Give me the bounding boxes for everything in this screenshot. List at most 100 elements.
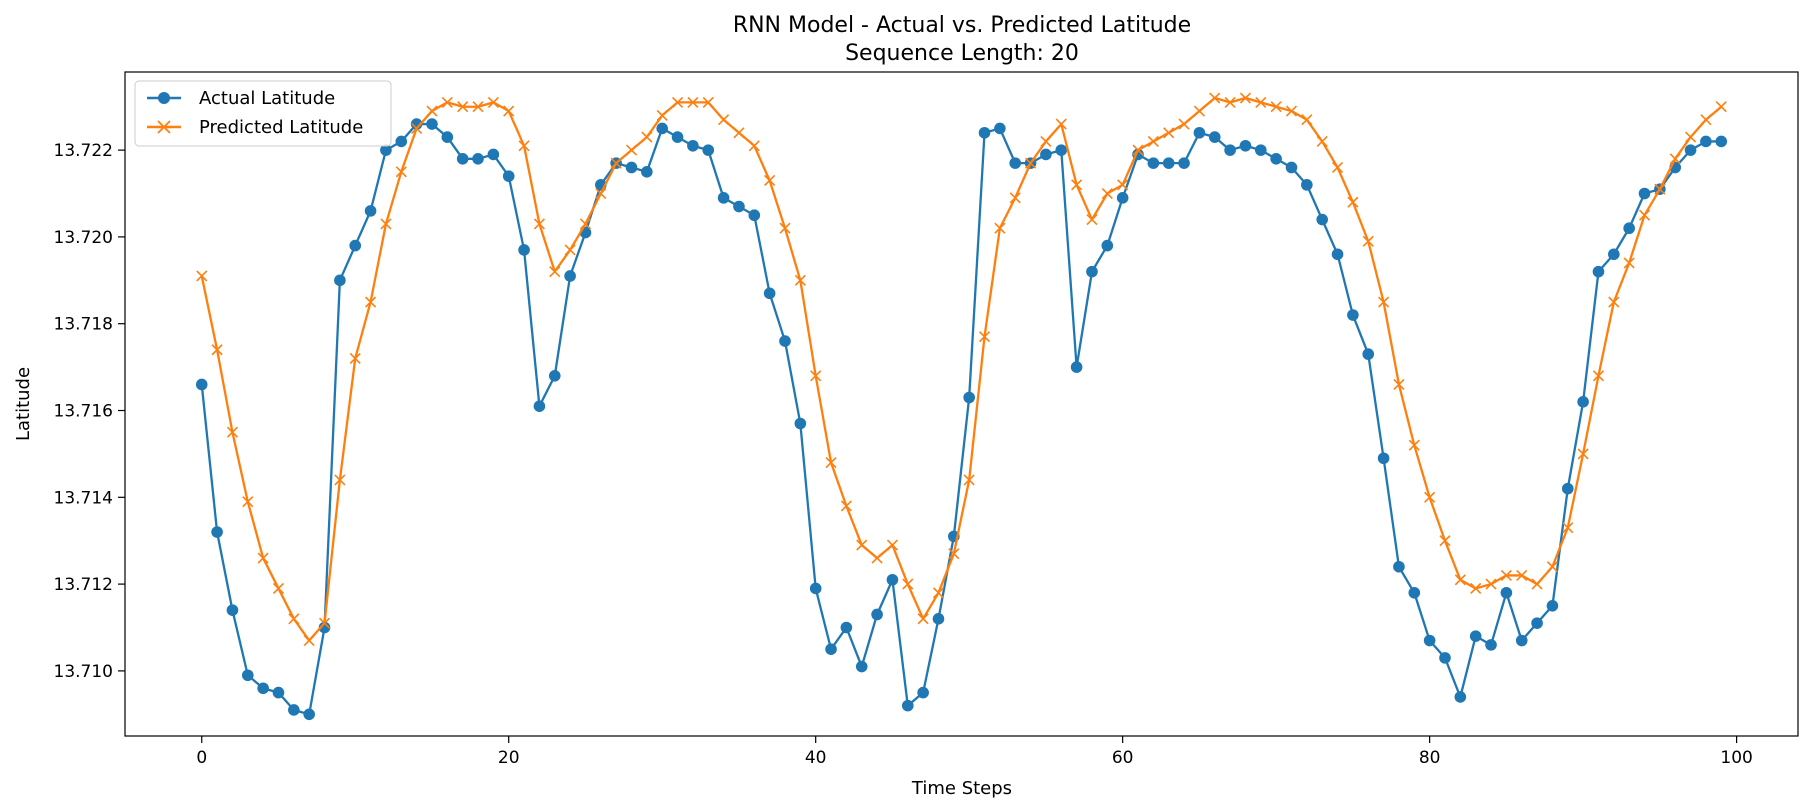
data-point xyxy=(1638,209,1651,221)
data-point-stroke xyxy=(365,296,377,308)
data-point-stroke xyxy=(902,578,914,590)
data-point xyxy=(1608,248,1620,261)
data-point-stroke xyxy=(687,96,699,108)
data-point-stroke xyxy=(1178,118,1190,130)
series-1 xyxy=(196,92,1727,647)
data-point-stroke xyxy=(441,96,453,108)
data-point-stroke xyxy=(1055,118,1067,130)
data-point-stroke xyxy=(733,127,745,139)
data-point-stroke xyxy=(549,266,561,278)
series-line xyxy=(200,96,1723,642)
data-point-stroke xyxy=(656,109,668,121)
data-point-stroke xyxy=(856,539,868,551)
data-point xyxy=(671,131,684,143)
x-tick-label: 0 xyxy=(196,748,207,768)
data-point xyxy=(441,96,453,108)
data-point xyxy=(1086,213,1098,226)
data-point xyxy=(1469,630,1482,642)
data-point-stroke xyxy=(1255,96,1267,108)
data-point xyxy=(195,378,208,391)
data-point-stroke xyxy=(718,114,730,126)
data-point xyxy=(1516,569,1528,581)
data-point xyxy=(349,352,361,364)
data-point xyxy=(886,573,899,586)
data-point-stroke xyxy=(1654,183,1666,195)
data-point xyxy=(380,218,392,230)
data-point-stroke xyxy=(242,496,254,508)
legend-marker-predicted xyxy=(157,120,171,134)
data-point-stroke xyxy=(395,166,407,178)
data-point xyxy=(625,161,638,174)
series-line xyxy=(200,122,1722,716)
data-point xyxy=(1270,152,1282,165)
y-tick-label: 13.718 xyxy=(54,315,113,335)
data-point-stroke xyxy=(1516,569,1528,581)
data-point-stroke xyxy=(840,500,852,512)
data-point-stroke xyxy=(625,144,638,156)
data-point-stroke xyxy=(1025,157,1037,169)
data-point xyxy=(1684,131,1697,143)
data-point-stroke xyxy=(825,457,837,469)
data-point-stroke xyxy=(1101,187,1113,200)
data-point xyxy=(1378,296,1390,308)
data-point-stroke xyxy=(1209,92,1221,104)
data-point-stroke xyxy=(257,552,269,564)
data-point xyxy=(1485,639,1497,651)
data-point xyxy=(702,96,714,108)
data-point-stroke xyxy=(211,344,223,356)
y-tick-label: 13.712 xyxy=(54,575,113,595)
data-point xyxy=(779,335,791,347)
data-point-stroke xyxy=(1577,448,1589,460)
data-point xyxy=(748,209,761,222)
data-point-stroke xyxy=(1439,535,1451,547)
data-point-stroke xyxy=(1454,574,1466,586)
data-point xyxy=(733,127,745,139)
data-point xyxy=(748,140,760,152)
data-point-stroke xyxy=(1408,439,1420,451)
data-point xyxy=(902,578,914,590)
data-point xyxy=(1270,101,1282,113)
data-point-stroke xyxy=(610,157,622,169)
legend-marker-actual xyxy=(158,92,170,104)
data-point xyxy=(625,144,638,156)
data-point-stroke xyxy=(595,187,607,200)
data-point xyxy=(1500,586,1513,599)
data-point xyxy=(1454,691,1467,703)
data-point-stroke xyxy=(579,218,592,230)
data-point xyxy=(994,222,1006,234)
data-point xyxy=(978,331,991,343)
data-point-stroke xyxy=(1270,101,1282,113)
y-tick-label: 13.714 xyxy=(54,488,113,508)
data-point xyxy=(1408,586,1421,599)
data-point xyxy=(196,270,208,282)
x-tick-label: 20 xyxy=(498,748,520,768)
data-point xyxy=(1623,222,1635,235)
legend-box xyxy=(134,80,392,147)
legend: Actual Latitude Predicted Latitude xyxy=(134,80,392,147)
data-point xyxy=(1239,139,1252,152)
data-point xyxy=(901,699,914,712)
data-point-stroke xyxy=(503,105,515,117)
series-0 xyxy=(195,118,1728,721)
data-point xyxy=(1424,491,1436,503)
data-point xyxy=(687,96,699,108)
data-point-stroke xyxy=(303,634,315,647)
data-point xyxy=(1040,148,1052,161)
data-point-stroke xyxy=(886,539,898,551)
data-point xyxy=(779,222,791,234)
data-point xyxy=(1239,92,1252,104)
data-point xyxy=(1577,448,1589,460)
data-point xyxy=(886,539,898,551)
data-point xyxy=(241,669,254,682)
data-point-stroke xyxy=(1347,196,1359,208)
data-point-stroke xyxy=(794,274,806,286)
data-point-stroke xyxy=(564,244,576,256)
data-point xyxy=(1408,439,1420,451)
data-point xyxy=(211,344,223,356)
data-point xyxy=(380,144,392,156)
data-point xyxy=(1193,105,1205,117)
data-point xyxy=(410,118,423,130)
data-point xyxy=(549,266,561,278)
x-tick-label: 60 xyxy=(1112,748,1134,768)
data-point xyxy=(441,131,454,143)
